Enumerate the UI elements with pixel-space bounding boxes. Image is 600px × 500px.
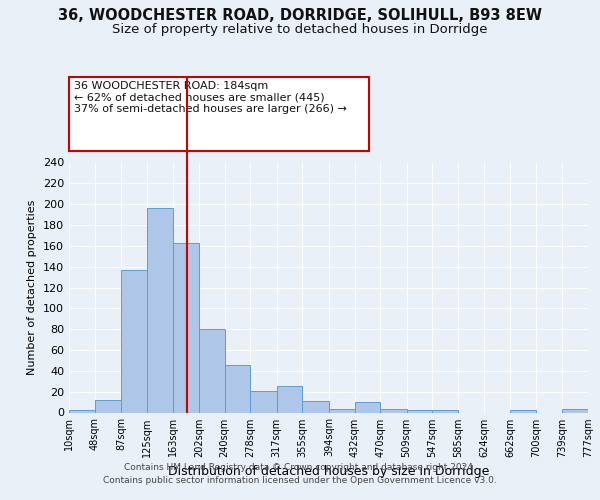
Text: Size of property relative to detached houses in Dorridge: Size of property relative to detached ho…	[112, 22, 488, 36]
Bar	[69, 410, 95, 412]
Text: 36 WOODCHESTER ROAD: 184sqm
← 62% of detached houses are smaller (445)
37% of se: 36 WOODCHESTER ROAD: 184sqm ← 62% of det…	[74, 81, 347, 114]
Bar	[329, 410, 355, 412]
X-axis label: Distribution of detached houses by size in Dorridge: Distribution of detached houses by size …	[168, 465, 489, 478]
Text: 36, WOODCHESTER ROAD, DORRIDGE, SOLIHULL, B93 8EW: 36, WOODCHESTER ROAD, DORRIDGE, SOLIHULL…	[58, 8, 542, 22]
Bar	[355, 402, 380, 412]
Bar	[95, 400, 121, 412]
Y-axis label: Number of detached properties: Number of detached properties	[28, 200, 37, 375]
Bar	[147, 208, 173, 412]
Bar	[407, 410, 433, 412]
Bar	[562, 410, 588, 412]
Bar	[173, 242, 199, 412]
Bar	[380, 410, 407, 412]
Bar	[510, 410, 536, 412]
Bar	[199, 329, 224, 412]
Bar	[121, 270, 147, 412]
Bar	[250, 390, 277, 412]
Bar	[433, 410, 458, 412]
Text: Contains public sector information licensed under the Open Government Licence v3: Contains public sector information licen…	[103, 476, 497, 485]
Bar	[224, 364, 250, 412]
Bar	[302, 401, 329, 412]
Text: Contains HM Land Registry data © Crown copyright and database right 2024.: Contains HM Land Registry data © Crown c…	[124, 464, 476, 472]
Bar	[277, 386, 302, 412]
